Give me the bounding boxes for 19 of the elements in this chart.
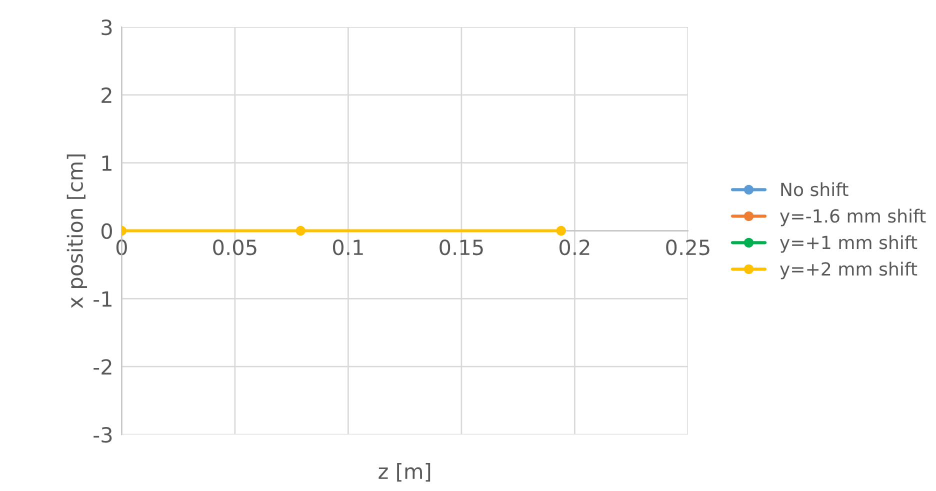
x-tick-label: 0.05 [213, 239, 256, 256]
x-tick-label: 0.15 [440, 239, 483, 256]
x-tick-label: 0.1 [333, 239, 363, 256]
y-tick-label: -3 [94, 426, 112, 443]
legend-label: No shift [781, 182, 848, 196]
y-axis-title: x position [cm] [66, 154, 88, 308]
legend-label: y=-1.6 mm shift [780, 208, 926, 226]
x-tick-label: 0.25 [666, 239, 710, 256]
y-tick-label: 2 [102, 87, 112, 103]
x-axis-title: z [m] [378, 463, 430, 482]
x-tick-label: 0.2 [560, 239, 590, 256]
y-tick-label: 0 [101, 223, 112, 239]
y-tick-label: -2 [94, 359, 112, 375]
y-tick-label: -1 [94, 291, 112, 307]
legend-label: y=+2 mm shift [780, 262, 918, 280]
y-tick-label: 3 [102, 19, 112, 36]
legend-label: y=+1 mm shift [780, 235, 918, 253]
y-tick-label: 1 [102, 156, 112, 171]
x-tick-label: 0 [116, 239, 127, 256]
